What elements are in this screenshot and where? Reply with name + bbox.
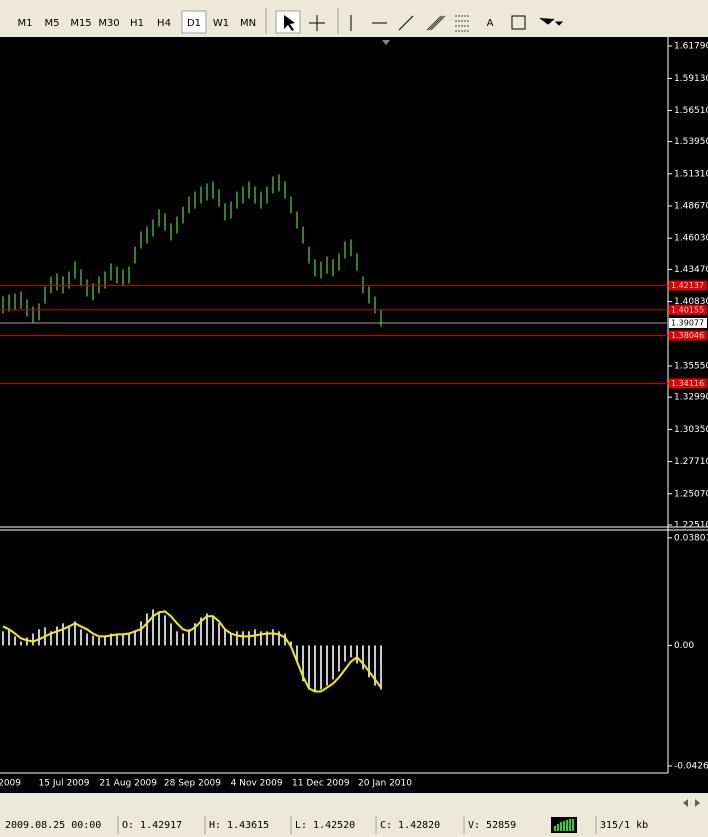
timeframe-button[interactable]: H1 xyxy=(130,18,144,29)
y-tick-label: 1.48670 xyxy=(674,201,708,211)
y-tick-label: 1.35550 xyxy=(674,361,708,371)
text-tool[interactable]: A xyxy=(487,18,494,29)
toolbar xyxy=(0,0,708,37)
price-line-label: 1.42137 xyxy=(671,281,704,290)
y-tick-label: 1.56510 xyxy=(674,106,708,116)
status-open: O: 1.42917 xyxy=(122,820,182,831)
price-line-label: 1.38046 xyxy=(671,331,704,340)
timeframe-button[interactable]: M1 xyxy=(18,18,33,29)
x-tick-label: 20 Jan 2010 xyxy=(358,779,412,789)
x-tick-label: 11 Dec 2009 xyxy=(292,779,350,789)
timeframe-button[interactable]: M5 xyxy=(45,18,60,29)
x-tick-label: 4 Nov 2009 xyxy=(231,779,283,789)
y-tick-label: 1.40830 xyxy=(674,297,708,307)
active-timeframe xyxy=(181,10,207,34)
timeframe-button[interactable]: D1 xyxy=(187,18,201,29)
price-line-label: 1.40155 xyxy=(671,305,704,314)
timeframe-button[interactable]: M15 xyxy=(70,18,91,29)
trendline-tool[interactable] xyxy=(398,15,414,31)
price-line-label: 1.34116 xyxy=(671,379,704,388)
signal-line xyxy=(2,610,382,693)
x-tick-label: 15 Jul 2009 xyxy=(39,779,90,789)
arrows-tool[interactable] xyxy=(539,17,564,26)
y-tick-label: 1.46030 xyxy=(674,234,708,244)
status-volume: V: 52859 xyxy=(468,820,516,831)
y-tick-label: -0.04261 xyxy=(674,761,708,771)
price-line-tag xyxy=(669,304,707,315)
x-tick-label: 28 Sep 2009 xyxy=(164,779,221,789)
scroll-arrows[interactable] xyxy=(683,799,700,807)
y-tick-label: 1.32990 xyxy=(674,393,708,403)
scrollbar[interactable] xyxy=(0,793,708,813)
status-close: C: 1.42820 xyxy=(380,820,440,831)
current-price-tag xyxy=(669,317,707,328)
price-line-tag xyxy=(669,378,707,389)
status-traffic: 315/1 kb xyxy=(600,820,648,831)
shift-marker xyxy=(382,40,390,45)
timeframe-button[interactable]: M30 xyxy=(98,18,119,29)
crosshair-icon[interactable] xyxy=(309,15,325,31)
price-line-tag xyxy=(669,280,707,291)
connection-bars xyxy=(554,819,574,831)
status-time: 2009.08.25 00:00 xyxy=(5,820,101,831)
cursor-icon xyxy=(284,15,295,31)
timeframe-button[interactable]: MN xyxy=(240,18,256,29)
channel-tool[interactable] xyxy=(426,15,446,31)
x-tick-label: 2009 xyxy=(0,779,21,789)
y-tick-label: 1.25070 xyxy=(674,489,708,499)
y-tick-label: 1.43470 xyxy=(674,265,708,275)
y-tick-label: 1.51310 xyxy=(674,169,708,179)
y-tick-label: 1.30350 xyxy=(674,425,708,435)
chart-area xyxy=(0,37,708,793)
y-tick-label: 1.59130 xyxy=(674,74,708,84)
price-line-tag xyxy=(669,330,707,341)
timeframe-button[interactable]: H4 xyxy=(157,18,171,29)
y-tick-label: 1.61790 xyxy=(674,41,708,51)
current-price-label: 1.39077 xyxy=(671,318,704,327)
label-tool[interactable] xyxy=(511,15,526,30)
status-high: H: 1.43615 xyxy=(209,820,269,831)
y-tick-label: 0.00 xyxy=(674,641,694,651)
x-tick-label: 21 Aug 2009 xyxy=(99,779,157,789)
status-low: L: 1.42520 xyxy=(295,820,355,831)
y-tick-label: 1.53950 xyxy=(674,137,708,147)
y-tick-label: 0.03801 xyxy=(674,533,708,543)
timeframe-button[interactable]: W1 xyxy=(213,18,229,29)
y-tick-label: 1.22510 xyxy=(674,521,708,531)
y-tick-label: 1.27710 xyxy=(674,457,708,467)
fibo-tool[interactable] xyxy=(455,15,469,32)
